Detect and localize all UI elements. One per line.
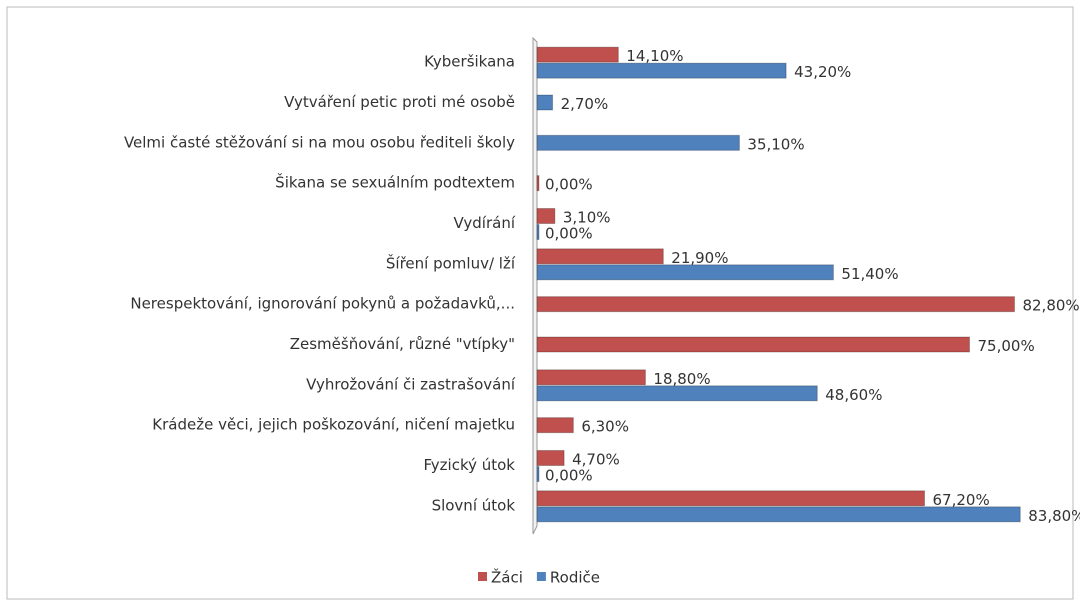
value-label: 2,70%	[561, 95, 609, 113]
bar	[536, 369, 646, 386]
value-label: 35,10%	[747, 135, 804, 153]
value-label: 67,20%	[933, 491, 990, 509]
value-label: 18,80%	[653, 370, 710, 388]
category-label: Vyhrožování či zastrašování	[306, 375, 516, 393]
value-label: 14,10%	[626, 47, 683, 65]
category-label: Nerespektování, ignorování pokynů a poža…	[130, 295, 515, 313]
value-label: 51,40%	[841, 265, 898, 283]
bar	[536, 175, 540, 192]
value-label: 0,00%	[545, 467, 593, 485]
bar	[536, 450, 565, 466]
legend: Žáci Rodiče	[478, 568, 600, 587]
value-label: 82,80%	[1022, 297, 1079, 315]
category-label: Fyzický útok	[424, 456, 516, 474]
bar	[536, 336, 970, 353]
bar	[536, 490, 926, 507]
bar	[536, 208, 556, 224]
value-label: 4,70%	[572, 451, 620, 469]
value-label: 75,00%	[978, 337, 1035, 355]
bar	[536, 94, 554, 111]
legend-label: Žáci	[491, 568, 523, 587]
bar	[536, 224, 540, 240]
value-label: 48,60%	[825, 386, 882, 404]
category-label: Šikana se sexuálním podtextem	[275, 173, 515, 192]
value-label: 43,20%	[794, 63, 851, 81]
bar	[536, 62, 787, 79]
category-label: Vydírání	[454, 214, 516, 232]
bar	[536, 506, 1021, 523]
value-label: 3,10%	[563, 209, 611, 227]
value-label: 0,00%	[545, 225, 593, 243]
value-label: 0,00%	[545, 176, 593, 194]
axis-wall	[532, 36, 538, 535]
bar	[536, 466, 540, 482]
legend-label: Rodiče	[550, 569, 600, 587]
category-label: Slovní útok	[432, 496, 516, 514]
bar	[536, 417, 574, 434]
bar	[536, 296, 1015, 313]
category-label: Šíření pomluv/ lží	[386, 253, 516, 272]
bar	[536, 264, 834, 281]
bar	[536, 134, 740, 151]
bar	[536, 385, 818, 402]
legend-swatch	[478, 572, 487, 581]
value-label: 83,80%	[1028, 507, 1080, 525]
value-label: 6,30%	[581, 418, 629, 436]
category-label: Kyberšikana	[424, 53, 515, 71]
category-label: Krádeže věci, jejich poškozování, ničení…	[152, 416, 515, 434]
value-label: 21,90%	[671, 249, 728, 267]
bar	[536, 46, 619, 63]
bar	[536, 248, 664, 265]
category-label: Zesměšňování, různé "vtípky"	[290, 335, 515, 353]
legend-swatch	[536, 572, 546, 581]
category-label: Velmi časté stěžování si na mou osobu ře…	[124, 133, 515, 151]
category-label: Vytváření petic proti mé osobě	[284, 93, 515, 111]
